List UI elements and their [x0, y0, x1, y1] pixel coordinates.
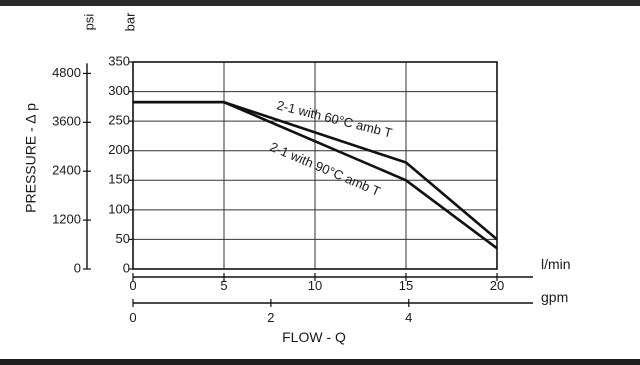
- lmin-tick-label-5: 5: [220, 278, 227, 293]
- gpm-tick-label-0: 0: [129, 310, 136, 325]
- psi-axis: 0 1200 2400 3600 4800: [52, 63, 91, 275]
- psi-tick-label-1200: 1200: [52, 212, 81, 227]
- psi-tick-label-2400: 2400: [52, 163, 81, 178]
- psi-tick-label-0: 0: [74, 260, 81, 275]
- bar-tick-label-250: 250: [108, 113, 130, 128]
- grid: [133, 62, 497, 269]
- lmin-tick-label-0: 0: [129, 278, 136, 293]
- bar-tick-label-100: 100: [108, 201, 130, 216]
- bottom-border: [0, 359, 640, 365]
- series-layer: [133, 100, 498, 250]
- gpm-unit-label: gpm: [541, 289, 568, 305]
- x-axis-title: FLOW - Q: [282, 329, 346, 345]
- lmin-unit-label: l/min: [541, 256, 571, 272]
- psi-unit-label: psi: [81, 14, 96, 31]
- gpm-axis: 0 2 4: [129, 299, 533, 325]
- psi-tick-label-3600: 3600: [52, 114, 81, 129]
- psi-tick-label-4800: 4800: [52, 65, 81, 80]
- y-axis-title: PRESSURE - ∆ p: [23, 103, 39, 213]
- lmin-tick-label-15: 15: [399, 278, 413, 293]
- bar-tick-label-150: 150: [108, 172, 130, 187]
- series-label-60c: 2-1 with 60°C amb T: [275, 97, 394, 140]
- lmin-tick-label-20: 20: [490, 278, 504, 293]
- lmin-tick-label-10: 10: [308, 278, 322, 293]
- bar-tick-label-0: 0: [123, 260, 130, 275]
- series-line-1: [133, 100, 498, 250]
- bar-tick-label-350: 350: [108, 53, 130, 68]
- bar-unit-label: bar: [122, 12, 137, 31]
- bar-tick-label-300: 300: [108, 83, 130, 98]
- gpm-tick-label-2: 2: [267, 310, 274, 325]
- plot-frame: [132, 61, 498, 270]
- top-border: [0, 0, 640, 6]
- bar-tick-label-200: 200: [108, 142, 130, 157]
- lmin-axis: 0 5 10 15 20: [129, 273, 533, 293]
- bar-axis: 0 50 100 150 200 250 300 350: [108, 53, 133, 275]
- gpm-tick-label-4: 4: [405, 310, 412, 325]
- bar-tick-label-50: 50: [116, 231, 130, 246]
